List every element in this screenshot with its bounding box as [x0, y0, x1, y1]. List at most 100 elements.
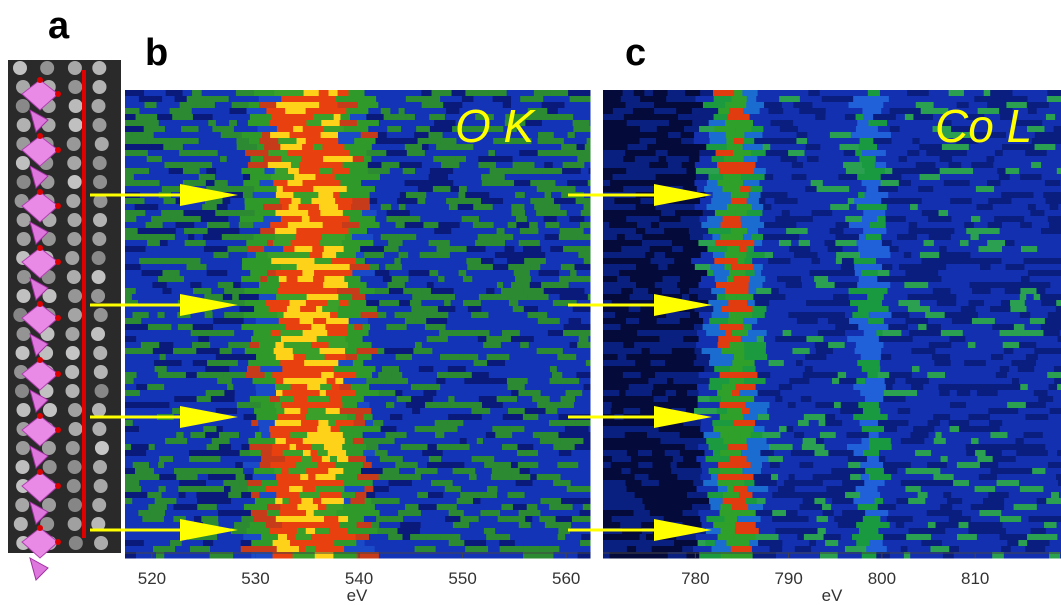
spectrum-pixel — [859, 156, 876, 163]
spectrum-pixel — [481, 306, 493, 313]
spectrum-pixel — [743, 144, 763, 151]
spectrum-pixel — [449, 510, 465, 517]
spectrum-pixel — [718, 108, 730, 115]
spectrum-pixel — [421, 522, 432, 529]
spectrum-pixel — [226, 186, 234, 193]
spectrum-pixel — [856, 540, 870, 547]
spectrum-pixel — [700, 426, 714, 433]
spectrum-pixel — [603, 402, 612, 409]
spectrum-pixel — [733, 420, 755, 427]
spectrum-pixel — [766, 342, 776, 349]
spectrum-pixel — [364, 156, 372, 163]
spectrum-pixel — [530, 282, 542, 289]
spectrum-pixel — [929, 330, 941, 337]
spectrum-pixel — [814, 450, 828, 457]
spectrum-pixel — [271, 330, 281, 337]
spectrum-pixel — [783, 456, 801, 463]
spectrum-pixel — [677, 462, 695, 469]
spectrum-pixel — [588, 180, 591, 187]
spectrum-pixel — [935, 432, 942, 439]
spectrum-pixel — [891, 132, 898, 139]
spectrum-pixel — [399, 144, 406, 151]
spectrum-pixel — [1057, 534, 1061, 541]
spectrum-pixel — [538, 228, 560, 235]
spectrum-pixel — [971, 162, 993, 169]
spectrum-pixel — [539, 270, 560, 277]
spectrum-pixel — [854, 450, 864, 457]
spectrum-pixel — [299, 162, 321, 169]
spectrum-pixel — [587, 90, 590, 97]
spectrum-pixel — [145, 186, 162, 193]
spectrum-pixel — [889, 504, 896, 511]
spectrum-pixel — [518, 210, 526, 217]
spectrum-pixel — [720, 234, 743, 241]
spectrum-pixel — [994, 216, 1017, 223]
spectrum-pixel — [603, 114, 624, 121]
spectrum-pixel — [216, 426, 223, 433]
spectrum-pixel — [312, 246, 324, 253]
spectrum-pixel — [396, 420, 417, 427]
spectrum-pixel — [1047, 276, 1061, 283]
spectrum-pixel — [710, 378, 730, 385]
spectrum-pixel — [681, 216, 700, 223]
spectrum-pixel — [306, 138, 322, 145]
spectrum-pixel — [643, 168, 651, 175]
spectrum-pixel — [603, 354, 618, 361]
spectrum-pixel — [275, 498, 283, 505]
spectrum-pixel — [933, 288, 951, 295]
spectrum-pixel — [501, 234, 513, 241]
spectrum-pixel — [755, 300, 770, 307]
spectrum-pixel — [971, 546, 986, 553]
spectrum-pixel — [731, 414, 744, 421]
spectrum-pixel — [959, 546, 971, 553]
spectrum-pixel — [552, 96, 570, 103]
spectrum-pixel — [405, 108, 427, 115]
spectrum-pixel — [885, 480, 894, 487]
spectrum-pixel — [695, 348, 703, 355]
spectrum-pixel — [786, 420, 798, 427]
spectrum-pixel — [838, 546, 845, 553]
spectrum-pixel — [734, 90, 743, 97]
spectrum-pixel — [603, 162, 626, 169]
spectrum-pixel — [125, 174, 134, 181]
spectrum-pixel — [562, 360, 580, 367]
spectrum-pixel — [194, 120, 209, 127]
spectrum-pixel — [486, 288, 495, 295]
spectrum-pixel — [275, 228, 297, 235]
spectrum-pixel — [311, 450, 318, 457]
spectrum-pixel — [317, 336, 340, 343]
spectrum-pixel — [241, 168, 265, 175]
spectrum-pixel — [771, 126, 780, 133]
spectrum-pixel — [288, 222, 306, 229]
spectrum-pixel — [167, 504, 174, 511]
spectrum-pixel — [939, 444, 955, 451]
spectrum-pixel — [727, 408, 743, 415]
spectrum-pixel — [566, 390, 583, 397]
spectrum-pixel — [553, 204, 561, 211]
spectrum-pixel — [322, 456, 331, 463]
spectrum-pixel — [763, 504, 781, 511]
spectrum-pixel — [516, 456, 524, 463]
spectrum-pixel — [193, 288, 212, 295]
spectrum-pixel — [212, 438, 230, 445]
spectrum-pixel — [1007, 270, 1029, 277]
spectrum-pixel — [344, 246, 361, 253]
spectrum-pixel — [567, 240, 590, 247]
spectrum-pixel — [224, 144, 238, 151]
spectrum-pixel — [575, 444, 591, 451]
spectrum-pixel — [651, 258, 661, 265]
spectrum-pixel — [665, 450, 681, 457]
spectrum-pixel — [536, 210, 557, 217]
spectrum-pixel — [737, 516, 761, 523]
spectrum-pixel — [889, 270, 906, 277]
spectrum-pixel — [125, 114, 136, 121]
spectrum-pixel — [866, 234, 882, 241]
spectrum-pixel — [675, 498, 689, 505]
spectrum-pixel — [899, 258, 906, 265]
spectrum-pixel — [762, 462, 770, 469]
spectrum-pixel — [280, 144, 289, 151]
spectrum-pixel — [1031, 162, 1041, 169]
spectrum-pixel — [241, 324, 263, 331]
spectrum-pixel — [200, 150, 219, 157]
atom-column — [40, 61, 54, 75]
